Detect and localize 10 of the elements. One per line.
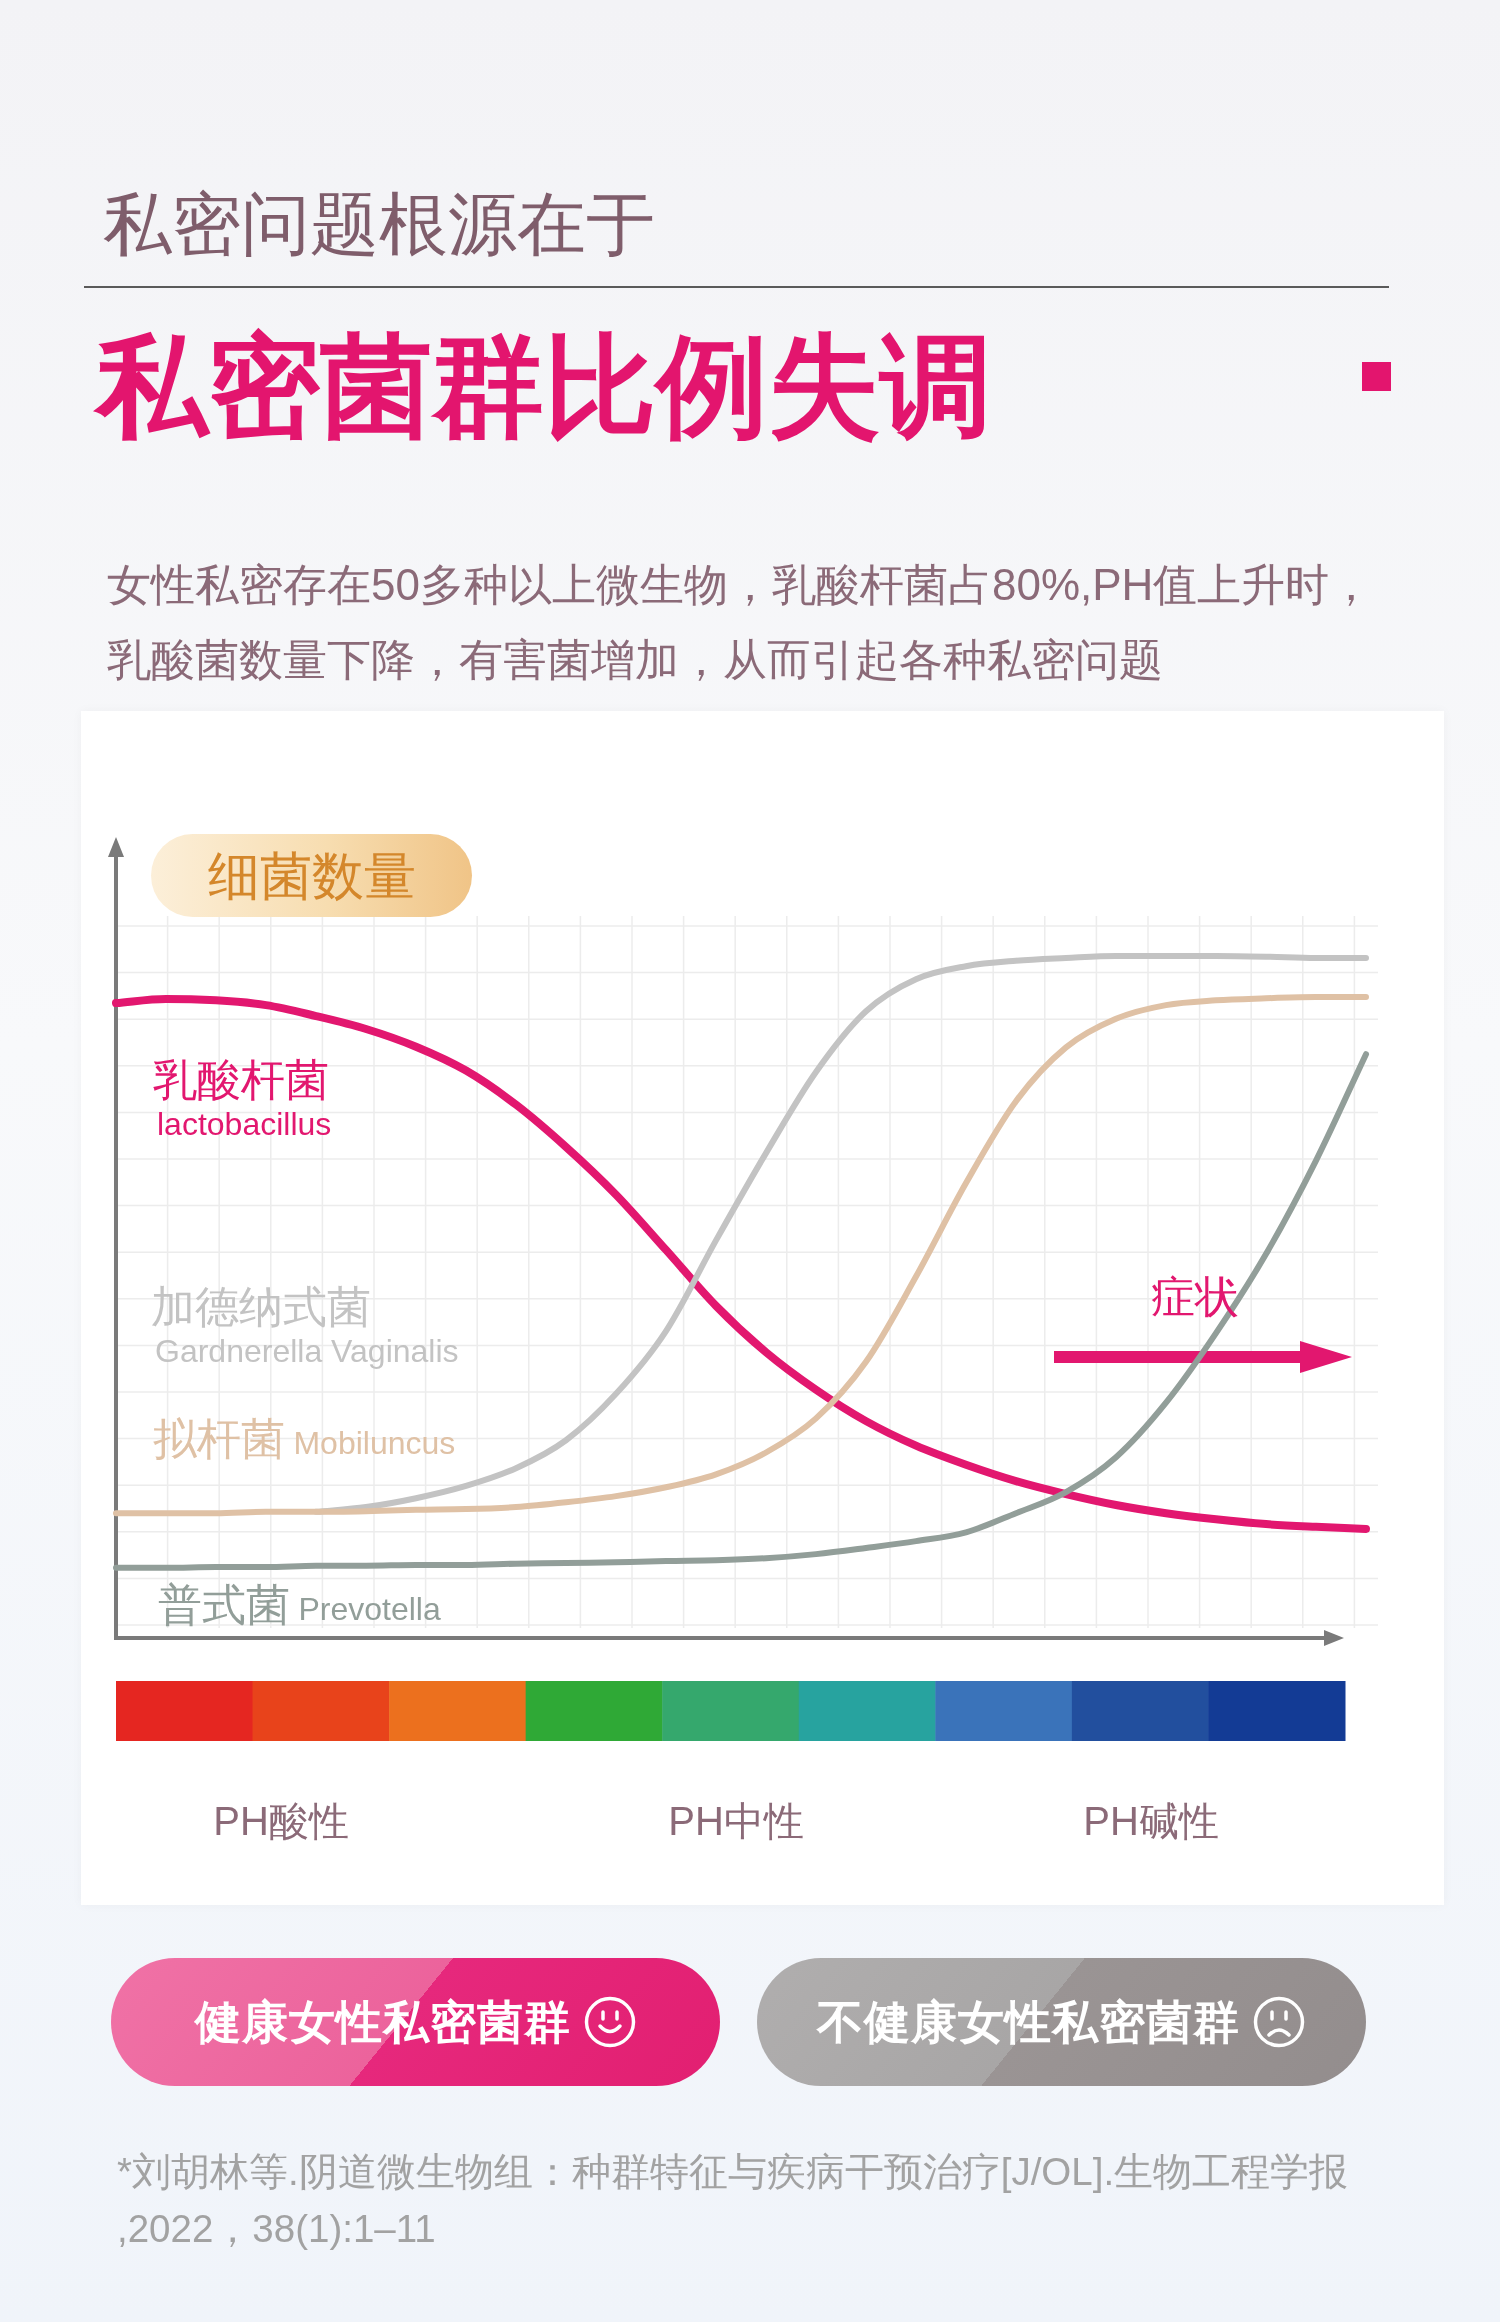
annotation: PH碱性 <box>1083 1798 1219 1845</box>
annotation: PH中性 <box>668 1798 804 1845</box>
annotation: 女性私密存在50多种以上微生物，乳酸杆菌占80%,PH值上升时，乳酸菌数量下降，有害菌增加，从而引起各种私密问题 <box>107 559 1375 686</box>
subtitle: 私密问题根源在于 <box>103 185 655 265</box>
annotation: *刘胡林等.阴道微生物组：种群特征与疾病干预治疗[J/OL].生物工程学报,2022，38(1):1–11 <box>117 2149 1350 2252</box>
annotation: PH酸性 <box>213 1798 349 1845</box>
annotation: 症状 <box>1151 1270 1239 1323</box>
annotation: 不健康女性私密菌群 <box>817 1995 1240 2050</box>
ylabel: 细菌数量 <box>207 845 416 906</box>
annotation: 健康女性私密菌群 <box>194 1995 571 2050</box>
